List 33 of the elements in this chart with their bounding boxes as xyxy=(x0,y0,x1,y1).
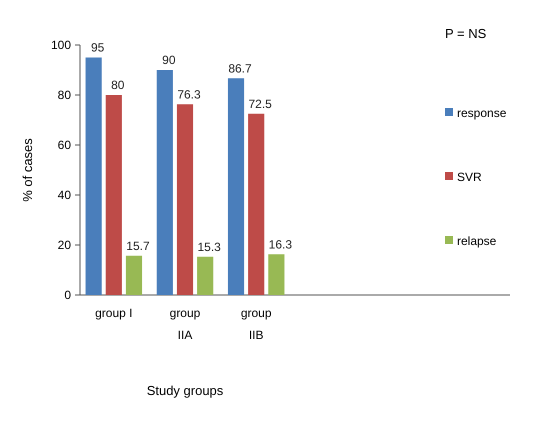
x-axis-title: Study groups xyxy=(146,383,224,398)
data-label: 90 xyxy=(162,53,176,67)
bar xyxy=(248,114,264,295)
bar xyxy=(176,104,194,295)
data-label: 72.5 xyxy=(248,96,272,111)
data-label: 80 xyxy=(111,78,125,92)
legend-label: response xyxy=(457,106,507,120)
x-tick-label: group IIA xyxy=(170,306,201,342)
bar xyxy=(268,254,284,295)
data-label: 95 xyxy=(90,40,105,54)
data-label: 76.3 xyxy=(177,87,201,102)
text: P = NS xyxy=(445,26,487,41)
y-axis-title: % of cases xyxy=(20,138,35,202)
y-tick-label: 80 xyxy=(58,88,72,102)
y-tick-label: 40 xyxy=(58,188,72,202)
x-tick-label: group IIB xyxy=(240,306,272,342)
x-tick-label: group I xyxy=(95,306,132,320)
bar xyxy=(156,70,173,295)
data-label: 86.7 xyxy=(228,61,252,76)
y-tick-label: 0 xyxy=(64,288,72,302)
data-label: 15.3 xyxy=(197,240,222,254)
bar xyxy=(197,256,214,295)
legend-label: SVR xyxy=(457,170,482,184)
bar xyxy=(86,58,102,295)
y-tick-label: 20 xyxy=(58,238,72,252)
bar xyxy=(106,95,122,295)
bar xyxy=(126,256,142,295)
y-tick-label: 60 xyxy=(58,138,72,152)
legend-label: relapse xyxy=(457,234,497,248)
y-tick-label: 100 xyxy=(50,38,72,52)
bar xyxy=(228,78,244,295)
data-label: 15.7 xyxy=(126,238,150,253)
data-label: 16.3 xyxy=(268,237,292,252)
